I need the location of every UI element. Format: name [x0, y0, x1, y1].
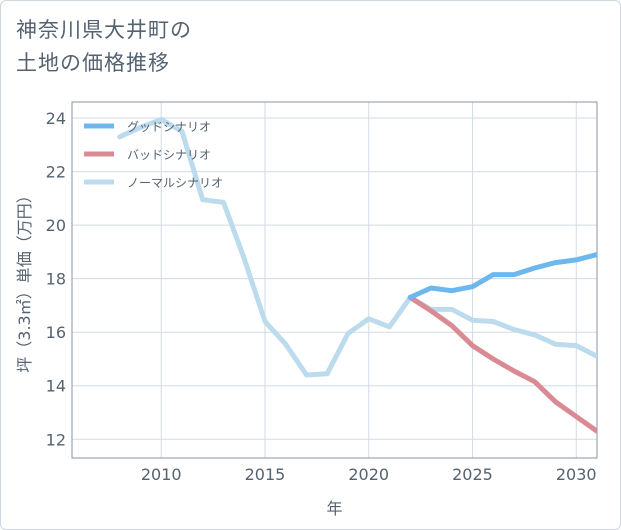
y-axis-label: 坪（3.3㎡）単価（万円）: [15, 187, 34, 372]
grid: [72, 102, 597, 458]
y-tick-label: 20: [46, 216, 66, 235]
y-tick-label: 14: [46, 377, 66, 396]
x-tick-label: 2030: [556, 465, 597, 484]
x-tick-label: 2020: [348, 465, 389, 484]
legend-label-2: ノーマルシナリオ: [127, 176, 223, 190]
x-axis-label: 年: [326, 499, 342, 518]
series-line-2: [117, 116, 597, 378]
x-tick-label: 2025: [452, 465, 493, 484]
y-tick-label: 16: [46, 323, 66, 342]
title-line-1: 神奈川県大井町の: [16, 18, 192, 42]
legend-label-0: グッドシナリオ: [127, 120, 211, 134]
title-line-2: 土地の価格推移: [16, 51, 170, 75]
y-tick-label: 24: [46, 109, 66, 128]
y-tick-label: 22: [46, 163, 66, 182]
plot-area: [71, 101, 598, 459]
x-tick-label: 2015: [245, 465, 286, 484]
series-group: [117, 116, 597, 434]
y-tick-label: 18: [46, 270, 66, 289]
series-line-1: [407, 294, 597, 434]
y-tick-label: 12: [46, 430, 66, 449]
series-line-0: [407, 252, 597, 300]
chart-title: 神奈川県大井町の 土地の価格推移: [16, 14, 192, 80]
legend-label-1: バッドシナリオ: [127, 148, 211, 162]
x-tick-label: 2010: [141, 465, 182, 484]
tick-labels: 2010 2015 2020 2025 2030 12 14 16 18 20 22 24: [46, 109, 597, 484]
